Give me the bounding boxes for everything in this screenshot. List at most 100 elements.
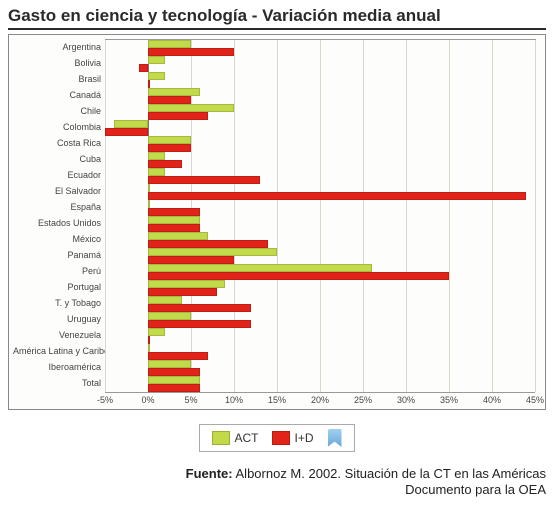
x-tick: 35% [440,395,458,405]
bookmark-icon [328,429,342,447]
bar-row [105,328,535,344]
bar-row [105,72,535,88]
bar-id [148,48,234,55]
bar-id [148,80,150,87]
bar-id [148,256,234,263]
category-label: América Latina y Caribe [13,343,105,359]
category-label: Perú [13,263,105,279]
category-label: Costa Rica [13,135,105,151]
legend-item-id: I+D [272,431,313,445]
bar-act [148,296,182,303]
x-tick: 25% [354,395,372,405]
bar-row [105,120,535,136]
x-tick: 5% [184,395,197,405]
category-label: Panamá [13,247,105,263]
gridline [535,40,536,392]
bar-row [105,360,535,376]
bar-row [105,312,535,328]
bar-row [105,280,535,296]
bar-act [148,168,165,175]
bar-id [148,224,200,231]
category-label: Estados Unidos [13,215,105,231]
bar-id [148,384,200,391]
source-label: Fuente: [186,466,233,481]
category-label: Cuba [13,151,105,167]
category-label: Portugal [13,279,105,295]
bar-act [114,120,148,127]
category-label: Iberoamérica [13,359,105,375]
chart-container: ArgentinaBoliviaBrasilCanadáChileColombi… [8,34,546,410]
bar-row [105,136,535,152]
bar-row [105,56,535,72]
source-line-1: Albornoz M. 2002. Situación de la CT en … [236,466,546,481]
bar-row [105,104,535,120]
legend-swatch-act [212,431,230,445]
bar-row [105,88,535,104]
bar-row [105,248,535,264]
bar-row [105,376,535,392]
bar-act [148,376,200,383]
legend-label-act: ACT [234,431,258,445]
bar-row [105,344,535,360]
bar-act [148,248,277,255]
bar-row [105,40,535,56]
source-citation: Fuente: Albornoz M. 2002. Situación de l… [8,466,546,499]
bar-row [105,152,535,168]
legend-label-id: I+D [294,431,313,445]
category-label: Total [13,375,105,391]
bar-id [148,272,449,279]
bar-id [148,96,191,103]
category-label: Venezuela [13,327,105,343]
source-line-2: Documento para la OEA [405,482,546,497]
category-label: Chile [13,103,105,119]
bar-row [105,232,535,248]
bar-act [148,72,165,79]
bar-act [148,360,191,367]
bar-act [148,312,191,319]
bar-act [148,136,191,143]
bar-id [148,160,182,167]
category-label: Uruguay [13,311,105,327]
bar-act [148,328,165,335]
bar-act [148,88,200,95]
bar-act [148,56,165,63]
bar-id [148,320,251,327]
x-tick: 30% [397,395,415,405]
bar-act [148,344,150,351]
bar-act [148,264,372,271]
category-label: Ecuador [13,167,105,183]
y-axis-labels: ArgentinaBoliviaBrasilCanadáChileColombi… [13,39,105,391]
bar-row [105,200,535,216]
category-label: España [13,199,105,215]
x-tick: 45% [526,395,544,405]
x-tick: 40% [483,395,501,405]
bar-act [148,200,150,207]
x-tick: 0% [141,395,154,405]
legend: ACT I+D [199,424,354,452]
x-tick: -5% [97,395,113,405]
category-label: México [13,231,105,247]
bar-act [148,184,150,191]
bar-row [105,184,535,200]
x-tick: 15% [268,395,286,405]
bar-id [148,288,217,295]
x-axis: -5%0%5%10%15%20%25%30%35%40%45% [105,392,535,407]
bar-act [148,232,208,239]
bar-act [148,40,191,47]
bar-id [148,368,200,375]
bar-id [148,208,200,215]
x-tick: 20% [311,395,329,405]
bar-act [148,104,234,111]
category-label: T. y Tobago [13,295,105,311]
legend-item-act: ACT [212,431,258,445]
bar-row [105,264,535,280]
page-title: Gasto en ciencia y tecnología - Variació… [8,6,546,30]
bar-row [105,168,535,184]
bar-id [148,240,268,247]
category-label: Canadá [13,87,105,103]
category-label: Bolivia [13,55,105,71]
bar-id [148,144,191,151]
bar-act [148,216,200,223]
bar-row [105,216,535,232]
bar-id [148,352,208,359]
